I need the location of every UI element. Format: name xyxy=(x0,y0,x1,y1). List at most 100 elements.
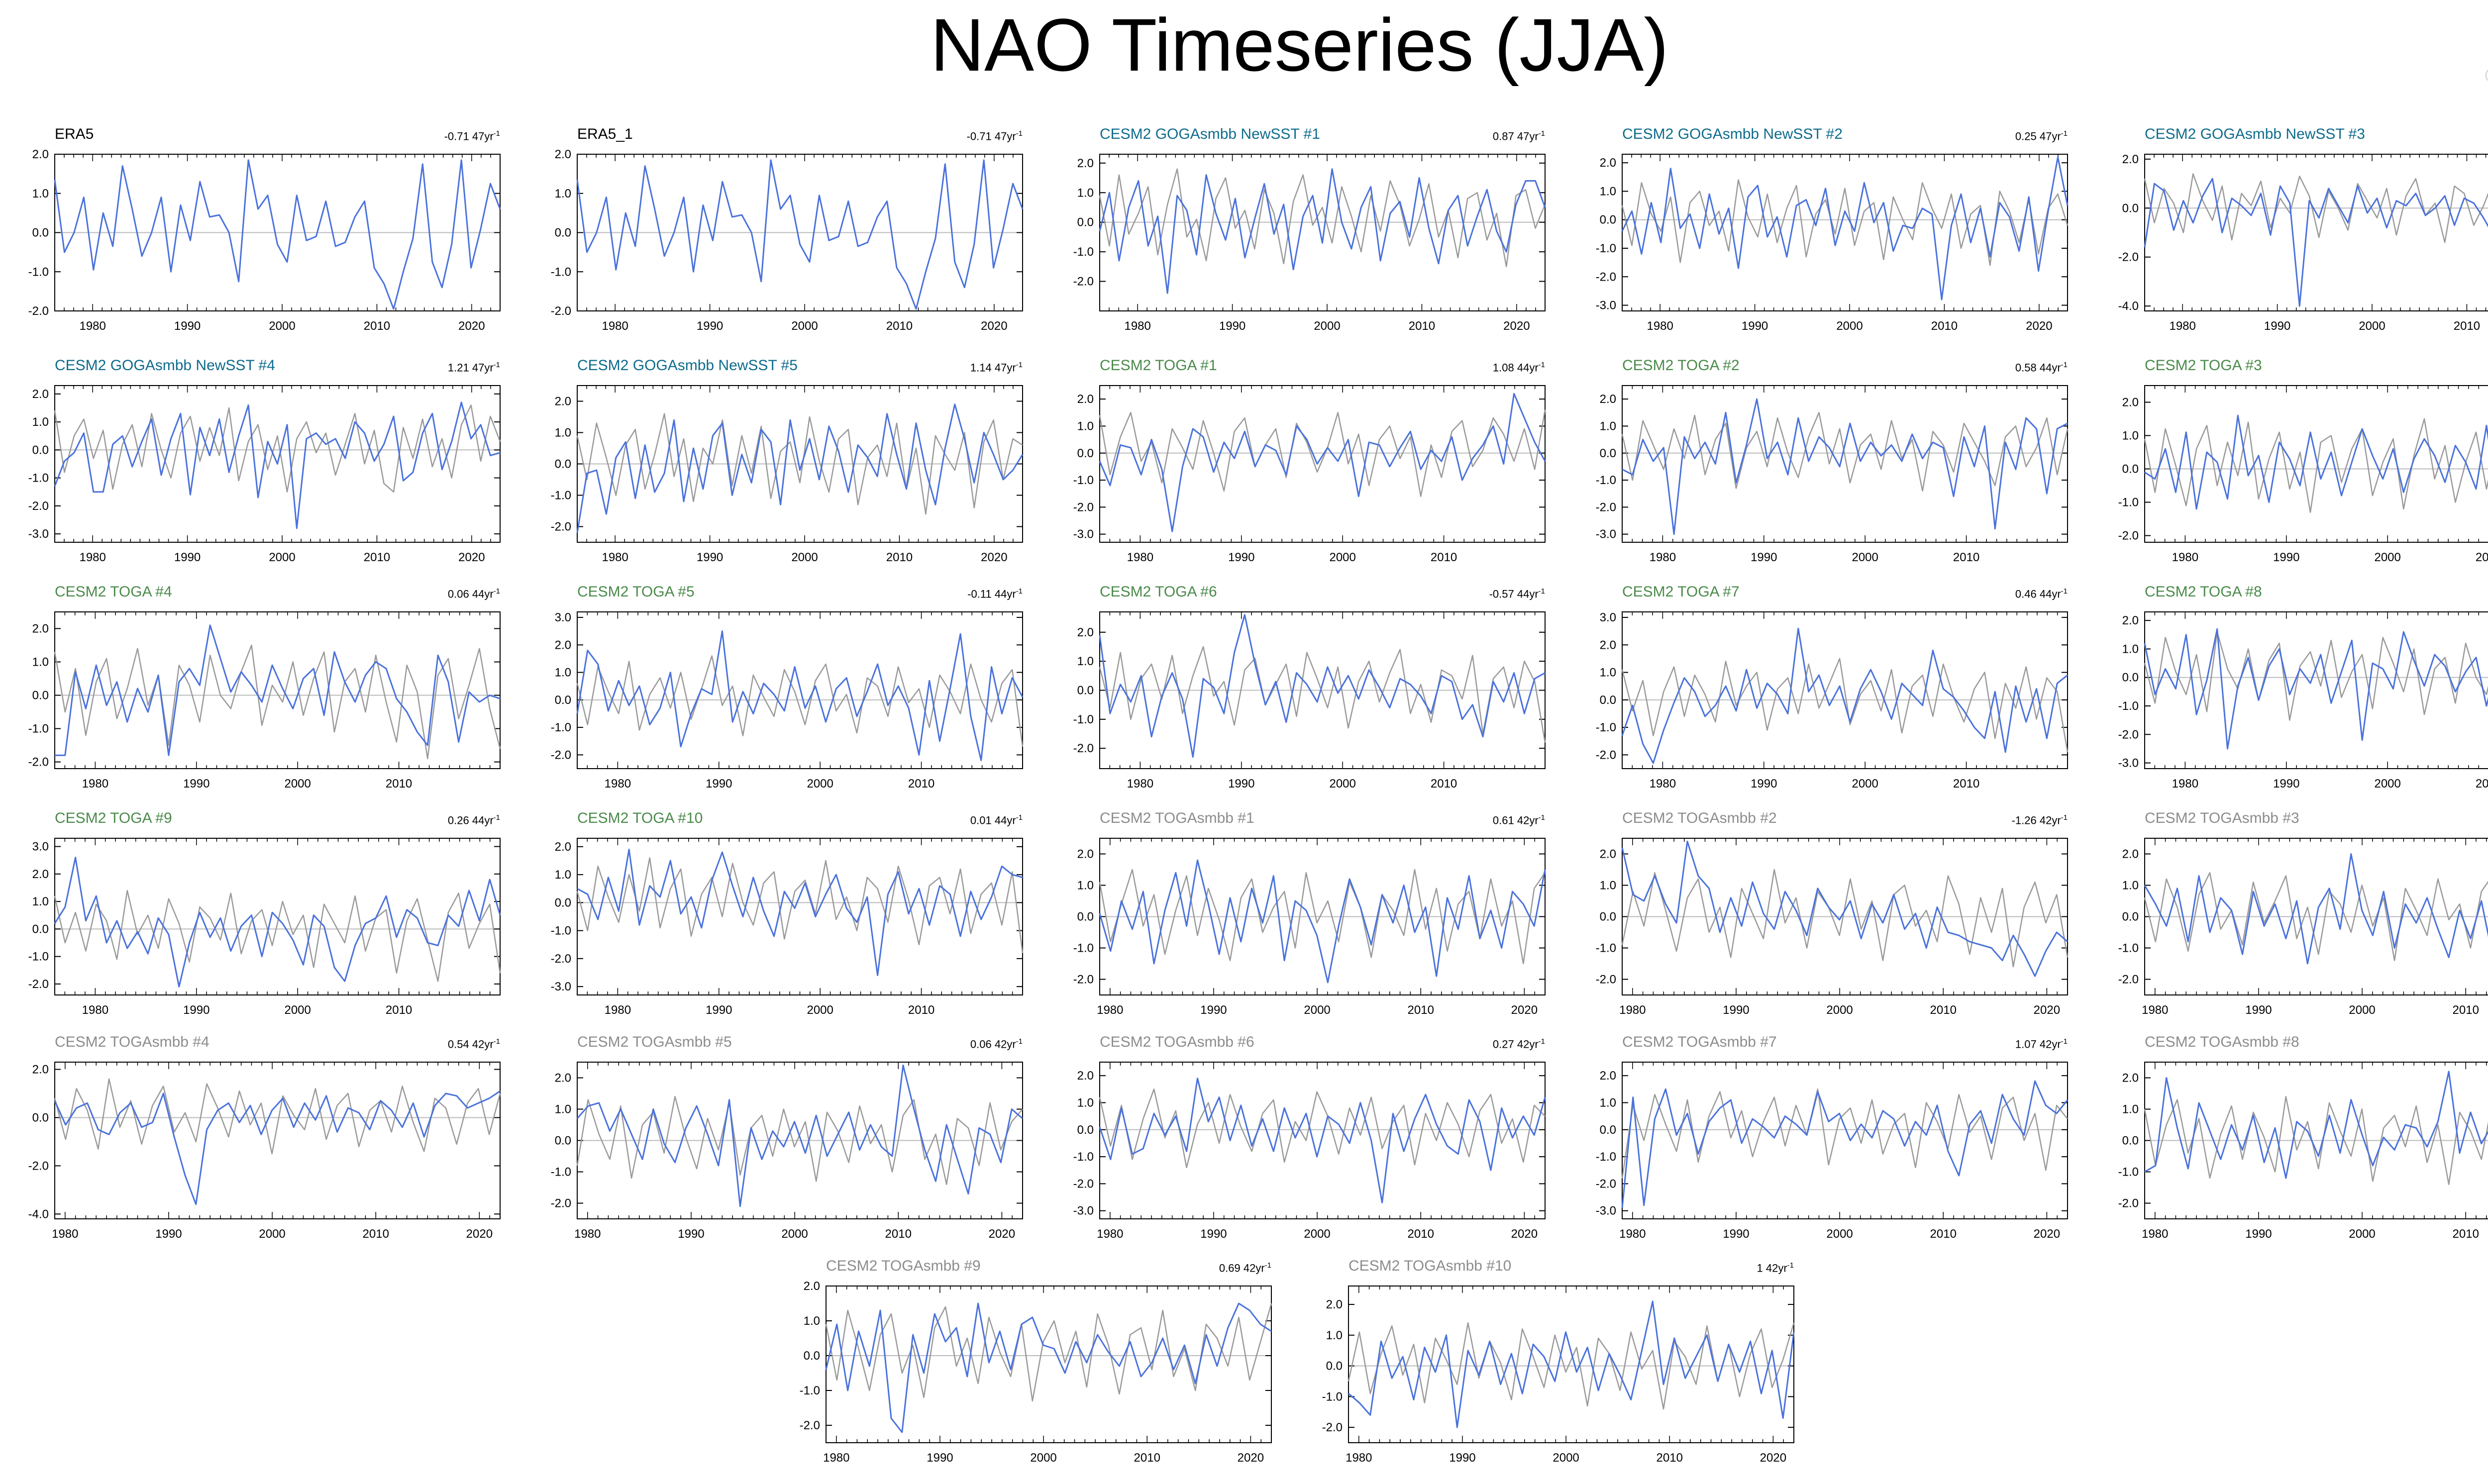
trend-exponent: -1 xyxy=(1538,129,1545,138)
panel-plot: 3.0 2.0 1.0 0.0 -1.0 -2.0 1980 1990 2000 2010 xyxy=(551,611,1024,791)
y-tick-label: 2.0 xyxy=(32,868,49,881)
y-tick-label: 1.0 xyxy=(1077,1096,1094,1109)
x-tick-label: 1980 xyxy=(602,551,628,564)
x-tick-label: 1980 xyxy=(1097,1003,1123,1017)
y-tick-label: 2.0 xyxy=(804,1280,820,1293)
x-tick-label: 2000 xyxy=(1329,777,1355,791)
plot-frame xyxy=(2144,385,2488,543)
trend-value: -0.71 xyxy=(966,130,992,143)
nao-series-line xyxy=(2144,178,2488,307)
trend-exponent: -1 xyxy=(493,1037,500,1046)
panel-title: ERA5 xyxy=(55,126,94,142)
x-tick-label: 2020 xyxy=(1511,1003,1538,1017)
x-tick-label: 2010 xyxy=(1953,551,1979,564)
chart-panel: CESM2 TOGAsmbb #80.26 42yr-12.01.00.0-1.… xyxy=(2095,1025,2488,1249)
y-tick-label: -1.0 xyxy=(2118,942,2139,955)
trend-label: 1.08 44yr-1 xyxy=(1493,361,1545,374)
x-tick-label: 1990 xyxy=(1751,777,1777,791)
x-tick-label: 1980 xyxy=(79,319,105,333)
trend-period: 47yr xyxy=(1517,130,1539,143)
y-tick-label: 0.0 xyxy=(32,922,49,936)
nao-series-line xyxy=(1621,840,2068,977)
model-series-line xyxy=(1099,168,1546,268)
trend-period: 47yr xyxy=(2039,130,2061,143)
nao-series-line xyxy=(576,1064,1023,1207)
y-tick-label: -2.0 xyxy=(1073,500,1094,514)
x-tick-label: 2020 xyxy=(466,1227,493,1241)
y-tick-label: 0.0 xyxy=(1077,684,1094,697)
y-tick-label: -1.0 xyxy=(1596,721,1616,734)
y-tick-label: 0.0 xyxy=(32,689,49,702)
trend-value: 1 xyxy=(1757,1262,1763,1275)
chart-panel: CESM2 TOGA #2 0.58 44yr-1 2.0 1.0 0.0 -1.0 -2.… xyxy=(1572,348,2070,572)
chart-panel: CESM2 TOGA #4 0.06 44yr-1 2.0 1.0 0.0 -1.0 -2.… xyxy=(5,575,503,798)
trend-label: 0.25 47yr-1 xyxy=(2015,129,2068,143)
y-tick-label: 2.0 xyxy=(32,1063,49,1077)
x-tick-label: 2010 xyxy=(386,1003,412,1017)
trend-exponent: -1 xyxy=(1016,587,1023,595)
panel-title: CESM2 TOGAsmbb #9 xyxy=(826,1258,981,1274)
x-tick-label: 1990 xyxy=(678,1227,704,1241)
x-tick-label: 1980 xyxy=(2142,1227,2168,1241)
nao-series-line xyxy=(2144,628,2488,750)
y-tick-label: -2.0 xyxy=(1596,973,1616,987)
trend-period: 44yr xyxy=(994,814,1016,827)
model-series-line xyxy=(54,644,501,760)
plot-frame xyxy=(2144,611,2488,769)
trend-exponent: -1 xyxy=(1016,1037,1023,1046)
trend-label: -0.71 47yr-1 xyxy=(967,129,1023,143)
x-tick-label: 2020 xyxy=(989,1227,1015,1241)
x-tick-label: 1990 xyxy=(1219,319,1245,333)
trend-exponent: -1 xyxy=(1787,1261,1794,1270)
x-tick-label: 2010 xyxy=(386,777,412,791)
x-tick-label: 2000 xyxy=(1030,1451,1056,1465)
x-tick-label: 2000 xyxy=(1553,1451,1579,1465)
y-tick-label: 0.0 xyxy=(555,226,571,240)
model-series-line xyxy=(1621,412,2069,492)
chart-panel: CESM2 GOGAsmbb NewSST #2 0.25 47yr-1 2.0 1.… xyxy=(1572,117,2070,341)
trend-label: 0.06 44yr-1 xyxy=(448,587,500,600)
y-tick-label: 1.0 xyxy=(555,426,571,440)
trend-exponent: -1 xyxy=(1016,129,1023,138)
chart-panel: CESM2 TOGAsmbb #2 -1.26 42yr-1 2.0 1.0 0.0 -1… xyxy=(1572,801,2070,1025)
x-tick-label: 2020 xyxy=(981,551,1007,564)
panel-title: CESM2 TOGA #5 xyxy=(577,584,695,600)
x-tick-label: 1990 xyxy=(1200,1003,1227,1017)
trend-label: 0.46 44yr-1 xyxy=(2015,587,2068,600)
y-tick-label: 2.0 xyxy=(1600,1069,1616,1083)
x-tick-label: 1980 xyxy=(79,551,105,564)
nao-series-line xyxy=(1099,168,1546,294)
trend-exponent: -1 xyxy=(1538,813,1545,822)
x-tick-label: 2020 xyxy=(981,319,1007,333)
plot-frame xyxy=(54,385,501,543)
y-tick-label: 0.0 xyxy=(2122,910,2139,924)
chart-panel: CESM2 TOGA #6 -0.57 44yr-1 2.0 1.0 0.0 -1.0 -2… xyxy=(1050,575,1548,798)
x-tick-label: 2010 xyxy=(363,1227,389,1241)
trend-label: 0.01 44yr-1 xyxy=(970,813,1023,827)
model-series-line xyxy=(2144,631,2488,721)
x-tick-label: 1990 xyxy=(1723,1227,1749,1241)
x-tick-label: 1980 xyxy=(2172,551,2198,564)
trend-exponent: -1 xyxy=(2061,129,2068,138)
y-tick-label: -1.0 xyxy=(28,472,49,485)
x-tick-label: 2020 xyxy=(1238,1451,1264,1465)
trend-period: 42yr xyxy=(1517,1038,1539,1051)
x-tick-label: 2010 xyxy=(1431,777,1457,791)
trend-period: 47yr xyxy=(994,130,1016,143)
x-tick-label: 2000 xyxy=(2359,319,2385,333)
x-tick-label: 1980 xyxy=(1127,777,1153,791)
plot-frame xyxy=(2144,154,2488,311)
model-series-line xyxy=(576,413,1023,515)
panel-title: CESM2 TOGAsmbb #4 xyxy=(55,1034,209,1050)
model-series-line xyxy=(1621,179,2069,266)
y-tick-label: 1.0 xyxy=(2122,642,2139,656)
y-tick-label: -1.0 xyxy=(2118,1166,2139,1179)
x-tick-label: 2010 xyxy=(1657,1451,1683,1465)
